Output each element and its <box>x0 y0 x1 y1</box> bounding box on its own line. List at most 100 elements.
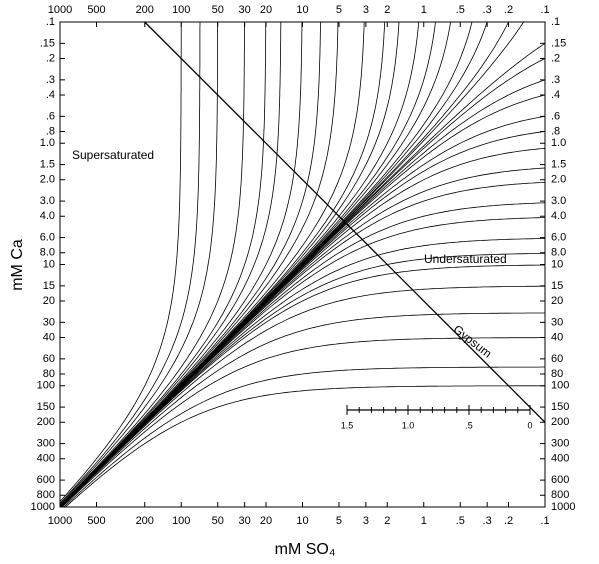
so4-excess-curve <box>60 22 182 503</box>
y-tick-label: 1.5 <box>40 159 55 171</box>
so4-excess-curve <box>60 22 451 507</box>
y-tick-label: 3.0 <box>551 195 566 207</box>
y-tick-label: 200 <box>37 416 55 428</box>
ca-excess-curve <box>60 252 545 507</box>
annotation: Undersaturated <box>424 252 507 266</box>
y-tick-label: 80 <box>551 368 563 380</box>
x-tick-label: 200 <box>136 4 154 16</box>
so4-excess-curve <box>60 22 420 507</box>
y-tick-label: 1.5 <box>551 159 566 171</box>
y-tick-label: 800 <box>37 489 55 501</box>
curves <box>60 22 545 507</box>
y-tick-label: .6 <box>551 110 560 122</box>
x-tick-label: 3 <box>363 515 369 527</box>
y-tick-label: 400 <box>37 453 55 465</box>
y-tick-label: 1.0 <box>40 137 55 149</box>
so4-excess-curve <box>60 22 436 507</box>
so4-excess-curve <box>60 22 219 505</box>
y-tick-label: .4 <box>551 89 560 101</box>
x-tick-label: 50 <box>212 4 224 16</box>
y-tick-label: 300 <box>551 438 569 450</box>
inset-tick-label: 1.5 <box>341 420 354 430</box>
y-tick-label: 600 <box>37 474 55 486</box>
ca-excess-curve <box>60 79 545 507</box>
y-tick-label: 150 <box>37 401 55 413</box>
y-tick-label: 300 <box>37 438 55 450</box>
y-tick-label: .2 <box>46 52 55 64</box>
y-tick-label: .4 <box>46 89 55 101</box>
inset-tick-label: .5 <box>465 420 473 430</box>
gypsum-label: Gypsum <box>451 322 495 361</box>
y-tick-label: 10 <box>43 258 55 270</box>
x-tick-label: 10 <box>296 4 308 16</box>
x-tick-label: 1000 <box>48 4 72 16</box>
x-tick-label: .2 <box>504 515 513 527</box>
y-tick-label: .8 <box>46 125 55 137</box>
x-tick-label: .5 <box>456 4 465 16</box>
y-tick-label: .1 <box>46 16 55 28</box>
so4-excess-curve <box>60 22 303 507</box>
y-tick-label: 2.0 <box>551 174 566 186</box>
ca-excess-curve <box>61 337 545 507</box>
y-tick-label: .15 <box>40 37 55 49</box>
inset-tick-label: 1.0 <box>402 420 415 430</box>
x-tick-label: .2 <box>504 4 513 16</box>
x-tick-label: 20 <box>260 4 272 16</box>
ca-excess-curve <box>64 385 545 507</box>
y-tick-label: 2.0 <box>40 174 55 186</box>
x-tick-label: 5 <box>336 515 342 527</box>
so4-excess-curve <box>60 22 201 504</box>
x-tick-label: 2 <box>384 4 390 16</box>
x-tick-label: 30 <box>239 4 251 16</box>
y-tick-label: 6.0 <box>40 232 55 244</box>
ca-excess-curve <box>60 312 545 507</box>
y-tick-label: 40 <box>43 331 55 343</box>
so4-excess-curve <box>60 22 245 506</box>
ca-excess-curve <box>60 202 545 507</box>
y-tick-label: 1.0 <box>551 137 566 149</box>
ca-excess-curve <box>60 285 545 507</box>
y-tick-label: .6 <box>46 110 55 122</box>
y-tick-label: 800 <box>551 489 569 501</box>
y-tick-label: .2 <box>551 52 560 64</box>
y-tick-label: 1000 <box>551 501 575 513</box>
y-tick-label: 100 <box>37 380 55 392</box>
x-tick-label: .5 <box>456 515 465 527</box>
x-tick-label: 100 <box>172 515 190 527</box>
ca-excess-curve <box>60 131 545 507</box>
annotation: Supersaturated <box>72 148 154 162</box>
y-tick-label: 1000 <box>31 501 55 513</box>
x-tick-label: 10 <box>296 515 308 527</box>
y-tick-label: 30 <box>551 316 563 328</box>
x-tick-label: 2 <box>384 515 390 527</box>
so4-excess-curve <box>60 22 386 507</box>
x-tick-label: 30 <box>239 515 251 527</box>
y-tick-label: 20 <box>551 295 563 307</box>
x-tick-label: 5 <box>336 4 342 16</box>
ca-excess-curve <box>60 264 545 507</box>
y-tick-label: 100 <box>551 380 569 392</box>
y-tick-label: .1 <box>551 16 560 28</box>
y-tick-label: 20 <box>43 295 55 307</box>
y-tick-label: 150 <box>551 401 569 413</box>
y-tick-label: 15 <box>551 280 563 292</box>
y-tick-label: 15 <box>43 280 55 292</box>
y-tick-label: 30 <box>43 316 55 328</box>
y-tick-label: 8.0 <box>40 247 55 259</box>
ca-excess-curve <box>60 116 545 507</box>
y-tick-label: 60 <box>551 353 563 365</box>
inset-tick-label: 0 <box>527 420 532 430</box>
y-tick-label: 40 <box>551 331 563 343</box>
y-tick-label: 3.0 <box>40 195 55 207</box>
y-tick-label: 200 <box>551 416 569 428</box>
x-tick-label: 1 <box>421 4 427 16</box>
x-tick-label: .3 <box>483 515 492 527</box>
gypsum-line <box>144 22 545 423</box>
y-tick-label: .15 <box>551 37 566 49</box>
ca-excess-curve <box>63 366 545 507</box>
so4-excess-curve <box>60 22 282 507</box>
y-tick-label: 400 <box>551 453 569 465</box>
x-tick-label: 500 <box>87 515 105 527</box>
y-axis-label: mM Ca <box>9 239 26 291</box>
y-tick-label: .8 <box>551 125 560 137</box>
